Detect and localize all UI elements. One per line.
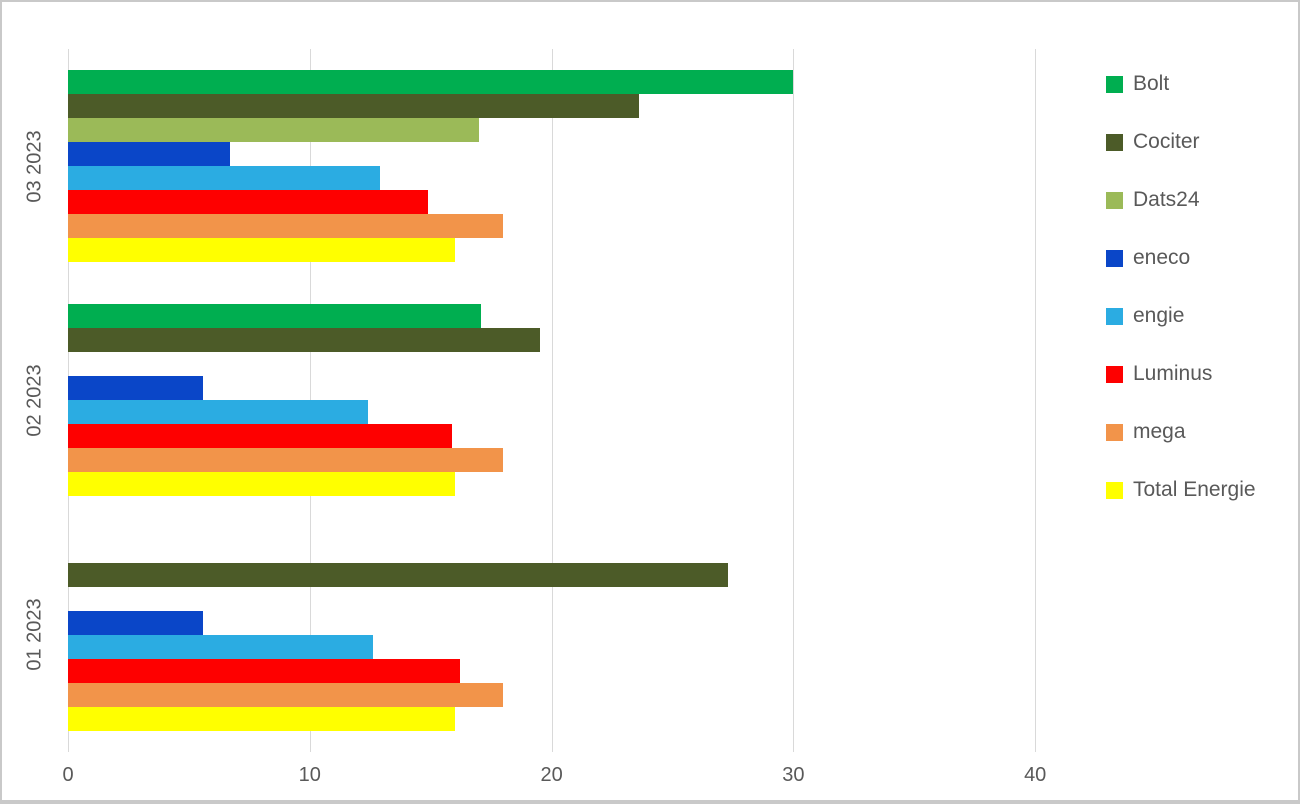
- slot-bolt-01-2023: [68, 539, 1088, 563]
- group-03-2023: [68, 49, 1088, 283]
- legend-swatch-mega: [1106, 423, 1123, 441]
- x-tick-label-40: 40: [1024, 764, 1047, 786]
- category-label-03-2023: 03 2023: [23, 130, 46, 203]
- legend-label-total-energie: Total Energie: [1133, 478, 1256, 501]
- legend-swatch-luminus: [1106, 365, 1123, 383]
- x-axis-tick-labels: 0 10 20 30 40: [62, 764, 1088, 792]
- slot-eneco-01-2023: [68, 610, 1088, 635]
- slot-mega-03-2023: [68, 214, 1088, 239]
- group-01-2023: [68, 518, 1088, 752]
- legend-item-mega: mega: [1106, 420, 1256, 444]
- legend-label-dats24: Dats24: [1133, 188, 1200, 211]
- bar-eneco-02-2023: [68, 376, 204, 401]
- slot-luminus-03-2023: [68, 190, 1088, 215]
- bar-eneco-01-2023: [68, 610, 204, 635]
- gridline-20: [551, 49, 553, 752]
- slot-engie-02-2023: [68, 400, 1088, 425]
- bar-bolt-02-2023: [68, 304, 482, 329]
- legend: Bolt Cociter Dats24 eneco engie Luminus mega To…: [1106, 72, 1256, 502]
- bar-mega-03-2023: [68, 214, 504, 239]
- group-02-2023: [68, 283, 1088, 517]
- legend-item-eneco: eneco: [1106, 246, 1256, 270]
- legend-item-bolt: Bolt: [1106, 72, 1256, 96]
- bar-cociter-03-2023: [68, 94, 639, 119]
- category-label-cell-01-2023: 01 2023: [2, 518, 68, 752]
- legend-label-engie: engie: [1133, 304, 1185, 327]
- bar-luminus-02-2023: [68, 424, 453, 449]
- bar-groups: [68, 49, 1088, 752]
- bar-dats24-03-2023: [68, 118, 480, 143]
- slot-bolt-03-2023: [68, 70, 1088, 95]
- bar-bolt-03-2023: [68, 70, 794, 95]
- legend-swatch-total-energie: [1106, 481, 1123, 499]
- bar-eneco-03-2023: [68, 142, 230, 167]
- plot-area: [68, 49, 1088, 752]
- legend-label-eneco: eneco: [1133, 246, 1191, 269]
- slot-cociter-02-2023: [68, 328, 1088, 353]
- category-label-02-2023: 02 2023: [23, 364, 46, 437]
- slot-cociter-01-2023: [68, 562, 1088, 587]
- slot-total-energie-01-2023: [68, 706, 1088, 731]
- slot-luminus-01-2023: [68, 658, 1088, 683]
- x-tick-label-20: 20: [540, 764, 563, 786]
- slot-dats24-01-2023: [68, 587, 1088, 611]
- slot-eneco-03-2023: [68, 142, 1088, 167]
- slot-engie-01-2023: [68, 634, 1088, 659]
- bar-luminus-03-2023: [68, 190, 429, 215]
- bar-luminus-01-2023: [68, 658, 460, 683]
- slot-mega-01-2023: [68, 682, 1088, 707]
- bar-engie-01-2023: [68, 634, 373, 659]
- bar-cociter-01-2023: [68, 562, 729, 587]
- legend-label-cociter: Cociter: [1133, 130, 1200, 153]
- slot-luminus-02-2023: [68, 424, 1088, 449]
- slot-total-energie-02-2023: [68, 472, 1088, 497]
- legend-item-cociter: Cociter: [1106, 130, 1256, 154]
- category-label-01-2023: 01 2023: [23, 598, 46, 671]
- x-tick-label-0: 0: [62, 764, 74, 786]
- bar-total-energie-02-2023: [68, 472, 455, 497]
- legend-label-luminus: Luminus: [1133, 362, 1213, 385]
- legend-swatch-engie: [1106, 307, 1123, 325]
- bar-engie-03-2023: [68, 166, 380, 191]
- gridline-40: [1035, 49, 1037, 752]
- slot-engie-03-2023: [68, 166, 1088, 191]
- bar-total-energie-03-2023: [68, 238, 455, 263]
- legend-label-mega: mega: [1133, 420, 1186, 443]
- legend-swatch-cociter: [1106, 133, 1123, 151]
- x-tick-label-30: 30: [782, 764, 805, 786]
- legend-swatch-eneco: [1106, 249, 1123, 267]
- slot-dats24-03-2023: [68, 118, 1088, 143]
- legend-item-luminus: Luminus: [1106, 362, 1256, 386]
- bar-cociter-02-2023: [68, 328, 540, 353]
- category-label-cell-02-2023: 02 2023: [2, 283, 68, 517]
- legend-item-dats24: Dats24: [1106, 188, 1256, 212]
- bar-engie-02-2023: [68, 400, 368, 425]
- bar-mega-01-2023: [68, 682, 504, 707]
- slot-dats24-02-2023: [68, 352, 1088, 376]
- slot-cociter-03-2023: [68, 94, 1088, 119]
- y-axis-category-labels: 03 2023 02 2023 01 2023: [2, 49, 68, 752]
- legend-label-bolt: Bolt: [1133, 72, 1170, 95]
- category-label-cell-03-2023: 03 2023: [2, 49, 68, 283]
- legend-swatch-bolt: [1106, 75, 1123, 93]
- bar-total-energie-01-2023: [68, 706, 455, 731]
- legend-swatch-dats24: [1106, 191, 1123, 209]
- legend-item-total-energie: Total Energie: [1106, 478, 1256, 502]
- slot-total-energie-03-2023: [68, 238, 1088, 263]
- legend-item-engie: engie: [1106, 304, 1256, 328]
- slot-mega-02-2023: [68, 448, 1088, 473]
- bar-mega-02-2023: [68, 448, 504, 473]
- slot-bolt-02-2023: [68, 304, 1088, 329]
- x-tick-label-10: 10: [298, 764, 321, 786]
- slot-eneco-02-2023: [68, 376, 1088, 401]
- gridline-30: [793, 49, 795, 752]
